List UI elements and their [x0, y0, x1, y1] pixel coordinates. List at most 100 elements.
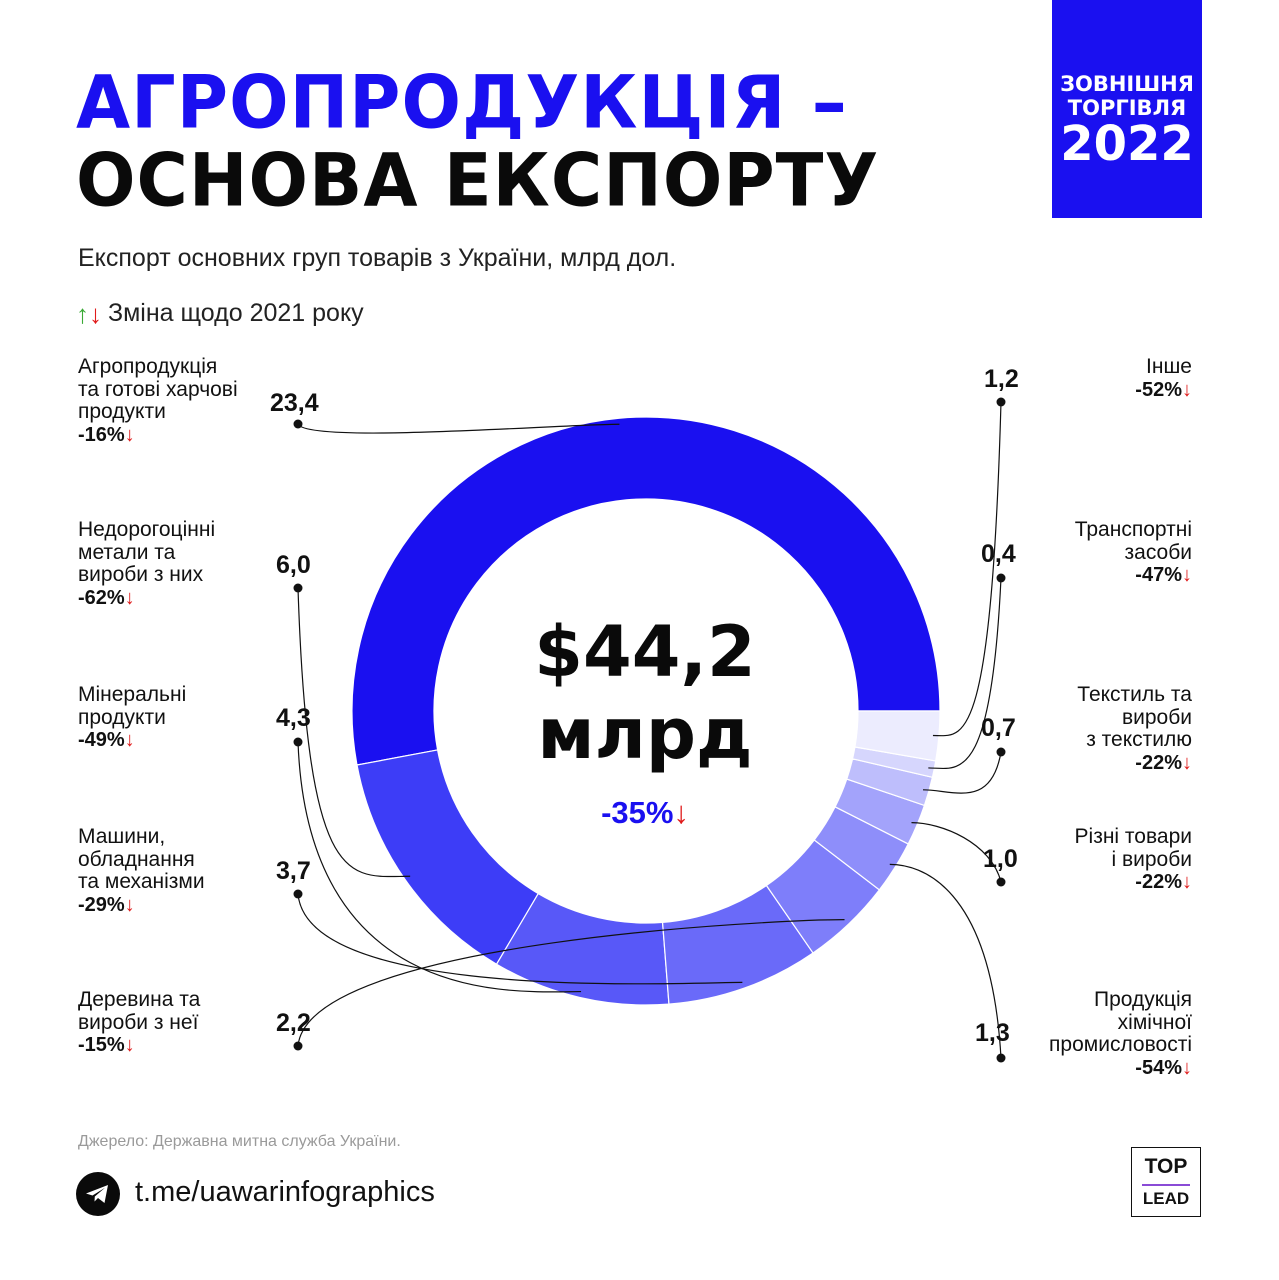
slice-change-value: -16%: [78, 423, 125, 446]
slice-change-value: -47%: [1135, 564, 1182, 586]
arrow-down-icon: ↓: [673, 795, 689, 830]
center-unit: млрд: [537, 693, 753, 775]
change-legend: ↑ ↓ Зміна щодо 2021 року: [76, 299, 364, 328]
arrow-down-icon: ↓: [1182, 1056, 1192, 1079]
arrow-down-icon: ↓: [89, 298, 102, 329]
center-change-value: -35%: [601, 795, 674, 830]
slice-value: 4,3: [276, 704, 311, 732]
slice-value: 6,0: [276, 551, 311, 579]
slice-change: -54%↓: [1049, 1057, 1192, 1080]
slice-change: -29%↓: [78, 894, 205, 917]
page-title-line2: ОСНОВА ЕКСПОРТУ: [76, 137, 880, 224]
slice-change-value: -29%: [78, 893, 125, 916]
slice-change-value: -49%: [78, 729, 125, 751]
slice-label-line: Недорогоцінні: [78, 518, 216, 541]
arrow-down-icon: ↓: [124, 729, 135, 751]
logo-divider: [1142, 1184, 1190, 1186]
leader-line: [928, 577, 1002, 770]
slice-label-line: Різні товари: [1074, 825, 1192, 848]
topic-badge: ЗОВНІШНЯ ТОРГІВЛЯ 2022: [1052, 0, 1202, 218]
top-lead-logo: TOP LEAD: [1131, 1147, 1201, 1217]
slice-label-line: вироби: [1121, 705, 1192, 729]
slice-label-line: метали та: [78, 540, 176, 564]
leader-dot: [996, 397, 1006, 407]
slice-label-line: Агропродукція: [78, 355, 218, 378]
slice-value: 1,3: [975, 1019, 1010, 1047]
change-legend-label: Зміна щодо 2021 року: [108, 299, 364, 327]
slice-label: Транспортні засоби -47%↓: [1074, 518, 1192, 587]
slice-label: Недорогоцінні метали та вироби з них -62%↓: [78, 518, 216, 610]
arrow-down-icon: ↓: [124, 586, 135, 609]
logo-top: TOP: [1144, 1155, 1188, 1178]
slice-label-line: з текстилю: [1086, 728, 1192, 751]
leader-line: [297, 423, 620, 434]
arrow-down-icon: ↓: [1182, 871, 1192, 893]
logo-bottom: LEAD: [1142, 1189, 1190, 1208]
slice-label-line: продукти: [78, 400, 166, 423]
slice-change-value: -22%: [1135, 751, 1182, 774]
slice-label: Мінеральні продукти -49%↓: [78, 683, 187, 752]
leader-dot: [996, 573, 1006, 583]
leader-line: [297, 587, 411, 878]
slice-label-line: вироби з неї: [78, 1010, 199, 1034]
slice-label: Деревина та вироби з неї -15%↓: [78, 988, 201, 1057]
badge-year: 2022: [1060, 116, 1194, 172]
slice-value: 0,7: [981, 714, 1016, 742]
badge-line1: ЗОВНІШНЯ: [1060, 72, 1194, 96]
slice-value: 0,4: [981, 540, 1016, 568]
arrow-down-icon: ↓: [1182, 378, 1192, 401]
leader-dot: [293, 1041, 303, 1051]
slice-label-line: Мінеральні: [78, 683, 187, 706]
slice-value: 1,2: [984, 365, 1019, 393]
slice-label-line: Транспортні: [1074, 518, 1192, 541]
slice-change-value: -54%: [1135, 1056, 1182, 1079]
slice-change: -15%↓: [78, 1034, 200, 1057]
slice-label-line: вироби з них: [78, 563, 204, 586]
slice-label: Різні товари і вироби -22%↓: [1074, 825, 1192, 894]
slice-label-line: та механізми: [78, 870, 205, 893]
donut-slice: [854, 710, 941, 762]
slice-label-line: промисловості: [1049, 1033, 1192, 1056]
slice-change: -47%↓: [1075, 564, 1192, 587]
telegram-link[interactable]: t.me/uawarinfographics: [135, 1176, 435, 1208]
donut-slice: [351, 416, 941, 766]
slice-label: Текстиль та вироби з текстилю -22%↓: [1077, 683, 1192, 775]
slice-label-line: Деревина та: [78, 988, 201, 1011]
leader-dot: [293, 737, 303, 747]
slice-change: -16%↓: [78, 424, 238, 447]
leader-line: [932, 401, 1002, 737]
leader-line: [297, 893, 743, 985]
center-change: -35%↓: [480, 795, 810, 831]
leader-line: [889, 863, 1002, 1059]
leader-dot: [996, 1053, 1006, 1063]
telegram-icon[interactable]: [76, 1172, 120, 1216]
leader-dot: [293, 583, 303, 593]
leader-dot: [293, 419, 303, 429]
slice-label-line: Продукція: [1094, 988, 1192, 1011]
center-total: $44,2: [534, 611, 756, 693]
page-title-line1: АГРОПРОДУКЦІЯ –: [76, 59, 848, 146]
slice-label-line: хімічної: [1117, 1010, 1192, 1034]
slice-label-line: та готові харчові: [78, 377, 238, 401]
arrow-down-icon: ↓: [1182, 751, 1192, 774]
leader-dot: [996, 747, 1006, 757]
slice-change-value: -62%: [78, 586, 125, 609]
slice-value: 23,4: [270, 389, 319, 417]
slice-change: -22%↓: [1075, 871, 1192, 894]
slice-change: -22%↓: [1077, 752, 1192, 775]
slice-change: -62%↓: [78, 587, 215, 610]
slice-label-line: засоби: [1124, 540, 1192, 564]
slice-change: -49%↓: [78, 729, 186, 752]
slice-label-line: продукти: [78, 705, 166, 729]
arrow-up-icon: ↑: [76, 298, 89, 329]
slice-change: -52%↓: [1135, 379, 1192, 402]
arrow-down-icon: ↓: [124, 423, 135, 446]
arrow-down-icon: ↓: [124, 1034, 135, 1056]
slice-label-line: обладнання: [78, 847, 195, 871]
slice-label: Інше -52%↓: [1135, 355, 1192, 402]
source-note: Джерело: Державна митна служба України.: [78, 1133, 401, 1150]
slice-label: Машини, обладнання та механізми -29%↓: [78, 825, 205, 917]
leader-line: [297, 919, 845, 1047]
slice-label: Продукція хімічної промисловості -54%↓: [1049, 988, 1192, 1080]
leader-dot: [996, 877, 1006, 887]
